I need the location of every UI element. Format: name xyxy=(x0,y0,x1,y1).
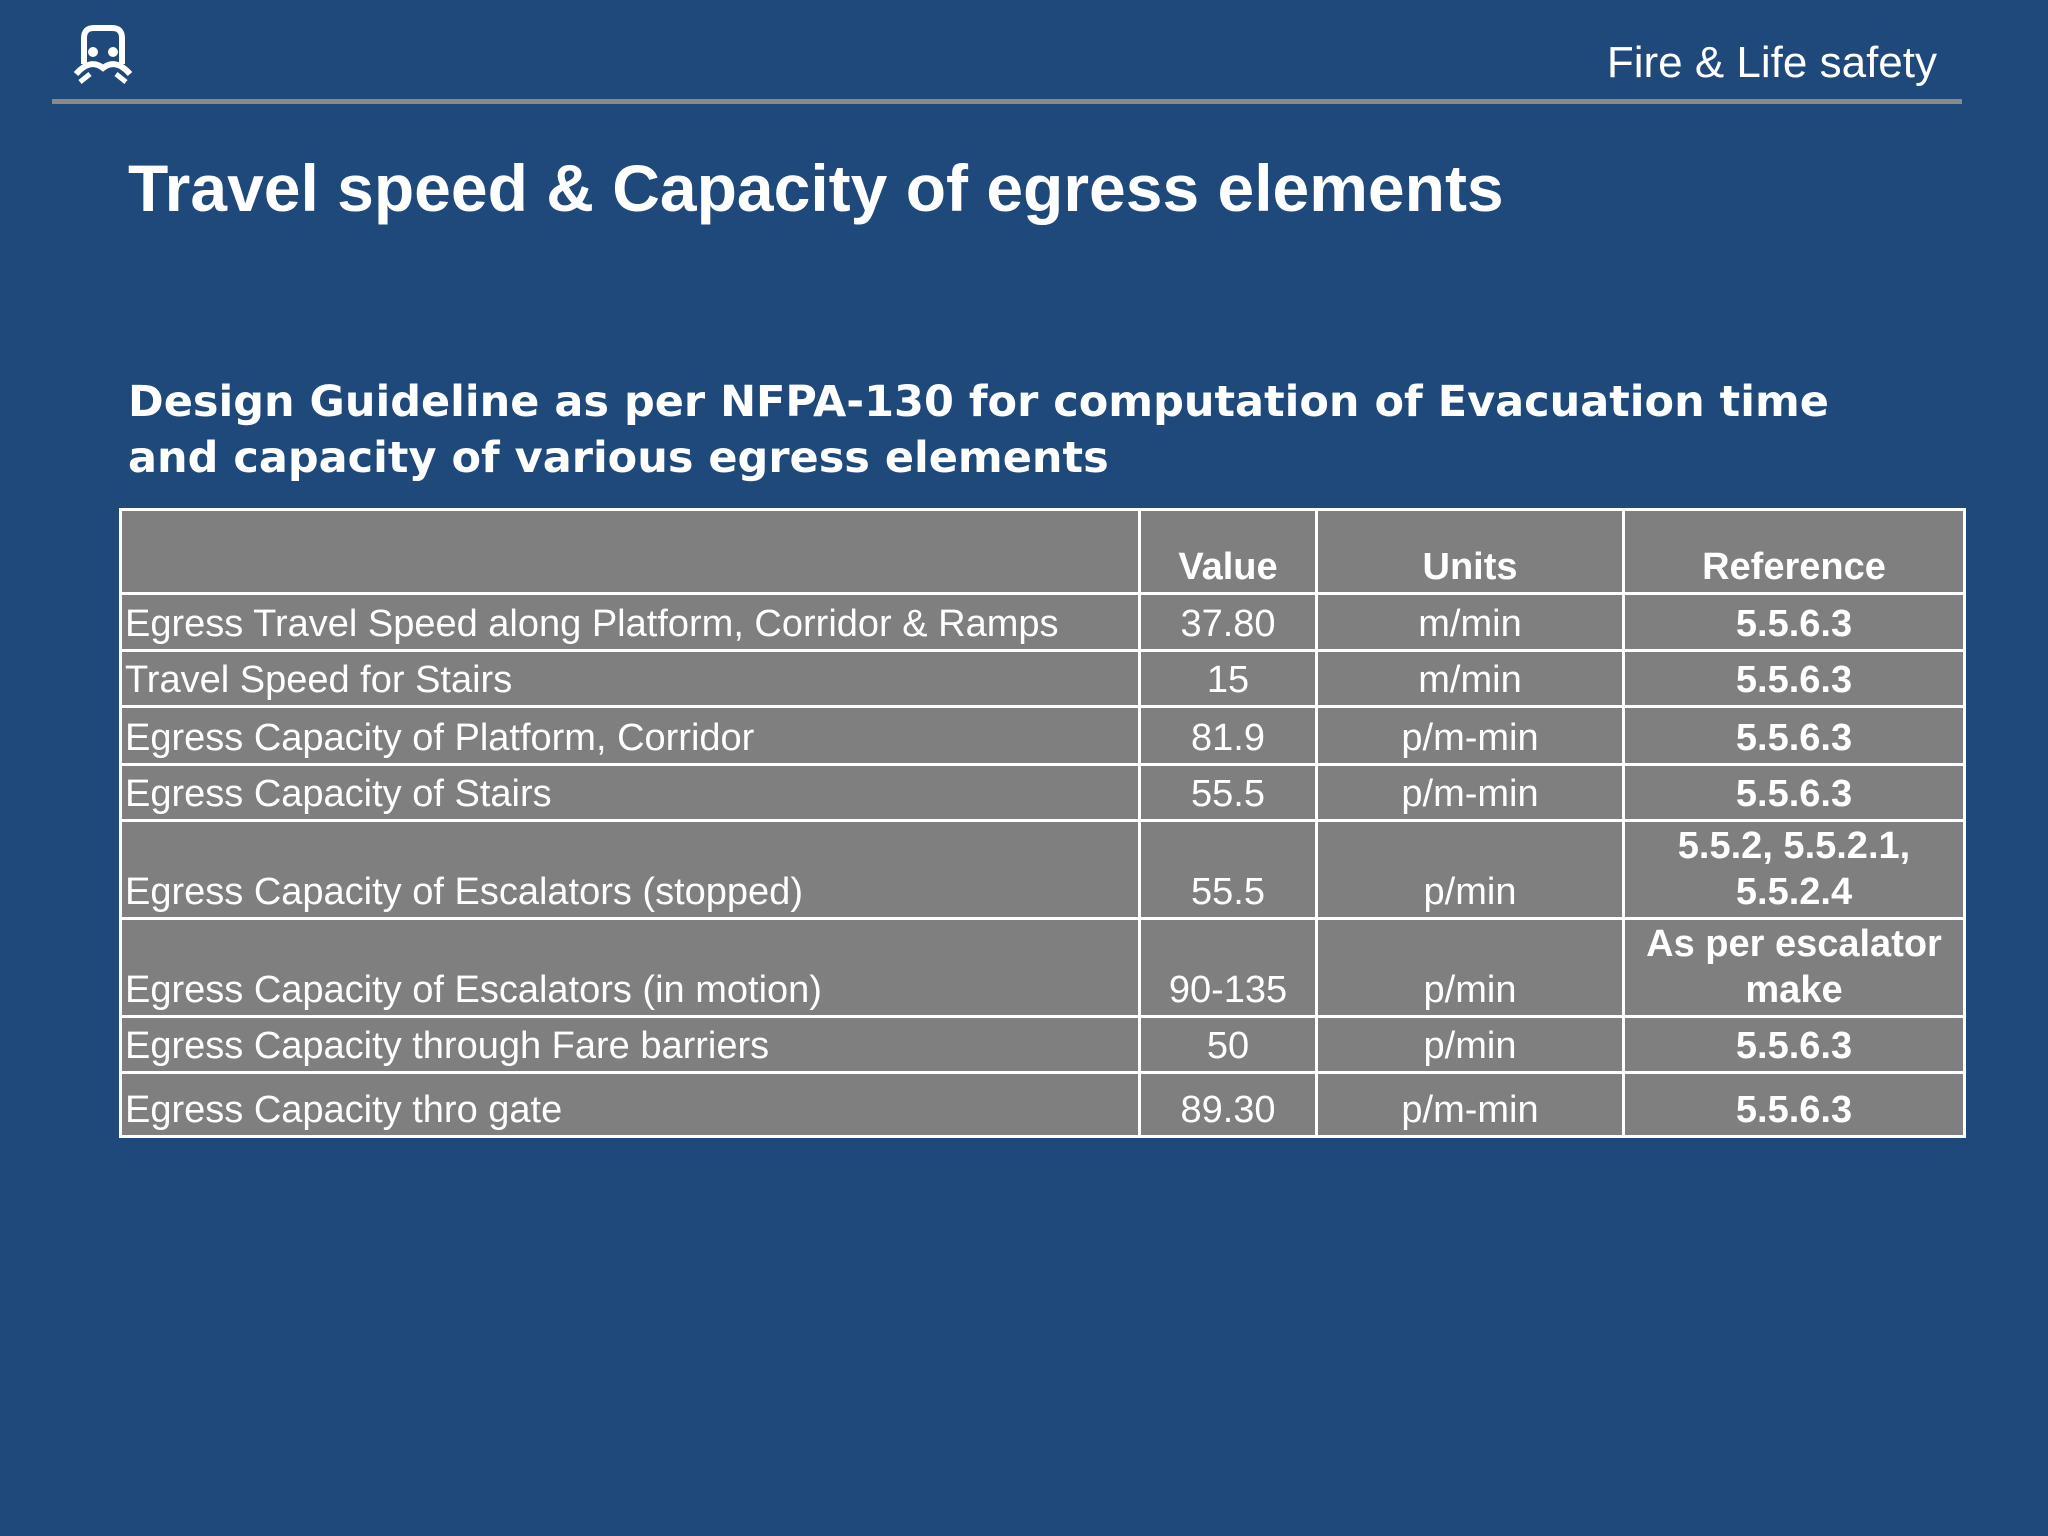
units-cell: p/min xyxy=(1315,819,1625,920)
row-label: Egress Capacity through Fare barriers xyxy=(119,1015,1141,1074)
table-row: Egress Capacity of Escalators (stopped) 5… xyxy=(119,819,1966,920)
reference-cell: As per escalator make xyxy=(1622,917,1966,1018)
units-cell: p/m-min xyxy=(1315,1071,1625,1138)
value-cell: 55.5 xyxy=(1138,819,1318,920)
egress-table: Value Units Reference Egress Travel Speed a… xyxy=(119,508,1966,1138)
header-cell xyxy=(119,508,1141,595)
row-label: Egress Capacity thro gate xyxy=(119,1071,1141,1138)
table-row: Travel Speed for Stairs 15 m/min 5.5.6.3 xyxy=(119,649,1966,708)
value-cell: 50 xyxy=(1138,1015,1318,1074)
table-row: Egress Travel Speed along Platform, Corr… xyxy=(119,592,1966,652)
value-cell: 37.80 xyxy=(1138,592,1318,652)
reference-cell: 5.5.6.3 xyxy=(1622,705,1966,766)
value-cell: 55.5 xyxy=(1138,763,1318,822)
header-cell: Reference xyxy=(1622,508,1966,595)
units-cell: m/min xyxy=(1315,592,1625,652)
row-label: Egress Capacity of Escalators (in motion… xyxy=(119,917,1141,1018)
value-cell: 15 xyxy=(1138,649,1318,708)
units-cell: p/m-min xyxy=(1315,763,1625,822)
slide-title: Travel speed & Capacity of egress elemen… xyxy=(128,151,1504,225)
row-label: Travel Speed for Stairs xyxy=(119,649,1141,708)
logo xyxy=(73,25,133,84)
units-cell: m/min xyxy=(1315,649,1625,708)
table-row: Egress Capacity through Fare barriers 50 p… xyxy=(119,1015,1966,1074)
value-cell: 81.9 xyxy=(1138,705,1318,766)
reference-cell: 5.5.6.3 xyxy=(1622,592,1966,652)
header-row: Value Units Reference xyxy=(119,508,1966,595)
header-cell: Value xyxy=(1138,508,1318,595)
reference-cell: 5.5.6.3 xyxy=(1622,1015,1966,1074)
row-label: Egress Capacity of Platform, Corridor xyxy=(119,705,1141,766)
row-label: Egress Capacity of Stairs xyxy=(119,763,1141,822)
table-row: Egress Capacity of Escalators (in motion… xyxy=(119,917,1966,1018)
brand-label: Fire & Life safety xyxy=(1606,38,1937,87)
row-label: Egress Travel Speed along Platform, Corr… xyxy=(119,592,1141,652)
header-rule xyxy=(52,99,1962,104)
table-row: Egress Capacity of Stairs 55.5 p/m-min 5.5.… xyxy=(119,763,1966,822)
reference-cell: 5.5.6.3 xyxy=(1622,1071,1966,1138)
table-row: Egress Capacity of Platform, Corridor 81.… xyxy=(119,705,1966,766)
value-cell: 90-135 xyxy=(1138,917,1318,1018)
units-cell: p/min xyxy=(1315,1015,1625,1074)
reference-cell: 5.5.2, 5.5.2.1, 5.5.2.4 xyxy=(1622,819,1966,920)
reference-cell: 5.5.6.3 xyxy=(1622,649,1966,708)
row-label: Egress Capacity of Escalators (stopped) xyxy=(119,819,1141,920)
header-cell: Units xyxy=(1315,508,1625,595)
units-cell: p/m-min xyxy=(1315,705,1625,766)
units-cell: p/min xyxy=(1315,917,1625,1018)
value-cell: 89.30 xyxy=(1138,1071,1318,1138)
reference-cell: 5.5.6.3 xyxy=(1622,763,1966,822)
subtitle: Design Guideline as per NFPA-130 for com… xyxy=(128,377,1829,483)
table-row: Egress Capacity thro gate 89.30 p/m-min 5.5… xyxy=(119,1071,1966,1138)
